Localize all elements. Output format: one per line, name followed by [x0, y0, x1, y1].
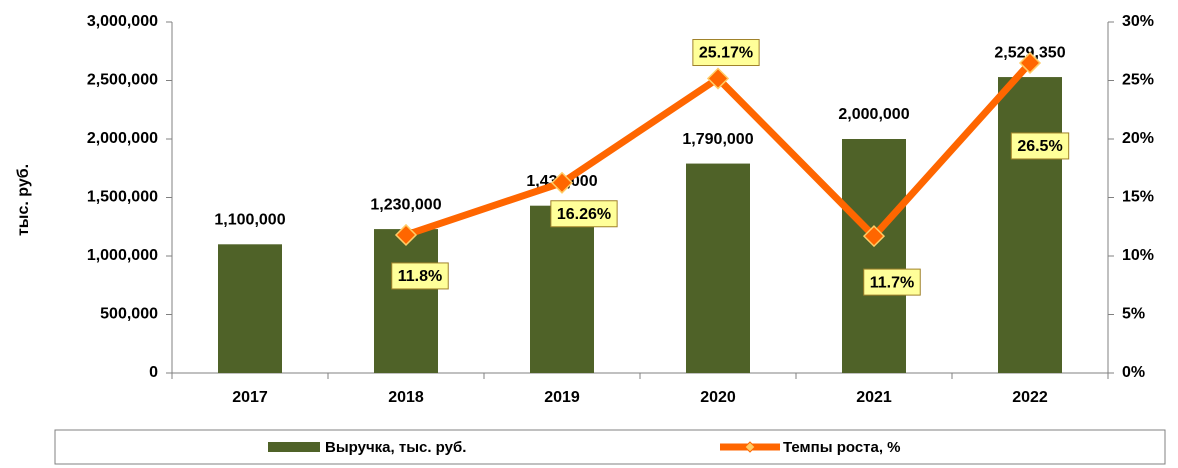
line-marker	[1018, 51, 1042, 75]
bar-value-label: 2,000,000	[838, 106, 909, 123]
y2-tick-label: 15%	[1122, 189, 1154, 206]
bar	[842, 139, 906, 373]
y-tick-label: 0	[149, 364, 158, 381]
y-axis-label: тыс. руб.	[15, 164, 32, 236]
bar-value-label: 1,100,000	[214, 212, 285, 229]
y2-tick-label: 0%	[1122, 364, 1145, 381]
y-tick-label: 3,000,000	[87, 13, 158, 30]
legend-label: Темпы роста, %	[783, 439, 901, 456]
bar	[998, 77, 1062, 374]
line-value-label: 16.26%	[557, 206, 611, 223]
x-tick-label: 2018	[388, 389, 424, 406]
y-tick-label: 2,500,000	[87, 72, 158, 89]
y2-tick-label: 5%	[1122, 306, 1145, 323]
y2-tick-label: 30%	[1122, 13, 1154, 30]
y-tick-label: 1,000,000	[87, 247, 158, 264]
x-tick-label: 2021	[856, 389, 892, 406]
legend-swatch	[268, 442, 320, 452]
line-value-box	[550, 200, 618, 228]
bar-value-label: 1,230,000	[370, 196, 441, 213]
line-value-box	[863, 268, 921, 296]
x-tick-label: 2020	[700, 389, 736, 406]
y2-tick-label: 25%	[1122, 72, 1154, 89]
x-tick-label: 2022	[1012, 389, 1048, 406]
y-tick-label: 2,000,000	[87, 130, 158, 147]
x-tick-label: 2019	[544, 389, 580, 406]
line-value-label: 25.17%	[699, 45, 753, 62]
legend-marker	[744, 441, 756, 453]
line-marker	[394, 223, 418, 247]
line-value-box	[692, 39, 760, 67]
bar	[530, 205, 594, 373]
x-tick-label: 2017	[232, 389, 268, 406]
y2-tick-label: 20%	[1122, 130, 1154, 147]
line-marker	[862, 225, 886, 248]
line-value-label: 26.5%	[1017, 138, 1062, 155]
bar	[374, 229, 438, 373]
y2-tick-label: 10%	[1122, 247, 1154, 264]
y-tick-label: 1,500,000	[87, 189, 158, 206]
line-marker	[706, 67, 730, 90]
y-tick-label: 500,000	[100, 306, 158, 323]
legend-label: Выручка, тыс. руб.	[325, 439, 466, 456]
bar-value-label: 1,790,000	[682, 131, 753, 148]
line-value-label: 11.7%	[870, 274, 914, 291]
line-marker	[550, 171, 574, 194]
bar	[686, 163, 750, 373]
line-value-label: 11.8%	[398, 268, 442, 285]
bar	[218, 244, 282, 373]
legend-box	[54, 429, 1166, 465]
line-value-box	[1010, 132, 1070, 160]
line-value-box	[391, 262, 449, 290]
